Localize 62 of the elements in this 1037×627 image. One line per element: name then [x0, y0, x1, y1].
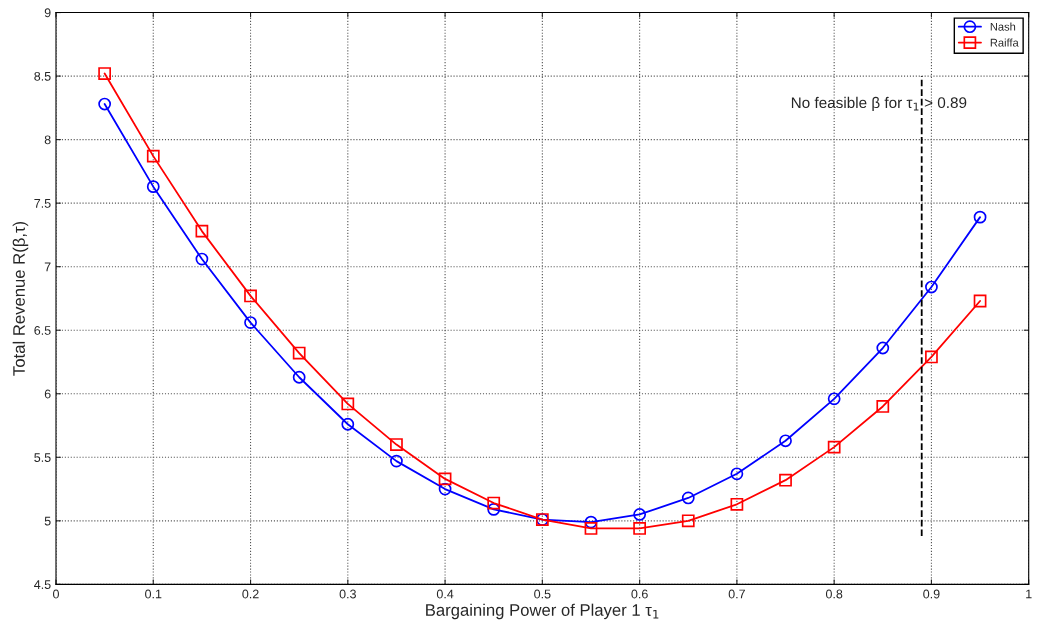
point [390, 438, 403, 451]
x-tick-label: 0.8 [825, 589, 843, 599]
y-tick-label: 7 [44, 262, 51, 272]
point [876, 341, 890, 355]
x-tick-label: 0.7 [728, 589, 745, 599]
x-tick-label: 1 [1026, 589, 1032, 599]
point [779, 473, 792, 487]
point [390, 454, 403, 468]
point [195, 252, 209, 266]
point [244, 289, 257, 303]
point [341, 417, 355, 431]
point [633, 508, 647, 521]
point [925, 350, 938, 364]
point [925, 280, 938, 294]
point [584, 515, 598, 529]
y-axis-title: Total Revenue R(β,τ) [12, 221, 29, 376]
point [195, 224, 209, 238]
point [98, 67, 112, 80]
point [438, 472, 452, 486]
point [633, 522, 647, 535]
point [487, 503, 501, 516]
y-tick-label: 4.5 [34, 580, 51, 590]
y-tick-label: 7.5 [34, 199, 51, 208]
point [341, 397, 355, 411]
point [146, 180, 160, 194]
point [779, 434, 792, 448]
x-tick-label: 0 [53, 589, 59, 599]
point [827, 392, 841, 406]
y-tick-label: 5 [44, 516, 51, 526]
point [730, 497, 744, 511]
point [98, 97, 112, 111]
point [973, 294, 987, 308]
x-tick-label: 0.2 [242, 589, 259, 599]
annotation: No feasible β for τ$_{1}$ > 0.89 [791, 96, 967, 112]
legend-label: Nash [990, 22, 1016, 31]
point [487, 496, 501, 510]
point [584, 522, 598, 535]
point [438, 482, 452, 496]
point [876, 400, 890, 413]
point [244, 316, 257, 329]
point [973, 210, 987, 224]
y-tick-label: 6 [44, 389, 51, 399]
x-tick-label: 0.1 [145, 589, 162, 599]
x-tick-label: 0.5 [534, 589, 551, 599]
point [827, 440, 841, 454]
x-tick-label: 0.3 [339, 589, 356, 599]
x-tick-label: 0.9 [923, 589, 940, 599]
y-tick-label: 6.5 [34, 326, 51, 335]
y-tick-label: 8.5 [34, 71, 51, 81]
point [292, 346, 306, 360]
point [292, 370, 306, 384]
point [681, 514, 695, 528]
x-tick-label: 0.6 [631, 589, 648, 599]
y-tick-label: 8 [44, 135, 51, 145]
point [730, 467, 744, 481]
point [681, 491, 695, 505]
y-tick-label: 5.5 [34, 453, 51, 462]
x-axis-title: Bargaining Power of Player 1 τ$_{1}$ [426, 603, 659, 620]
point [146, 149, 160, 163]
x-tick-label: 0.4 [436, 589, 454, 599]
y-tick-label: 9 [44, 8, 51, 18]
legend-label: Raiffa [990, 38, 1019, 47]
